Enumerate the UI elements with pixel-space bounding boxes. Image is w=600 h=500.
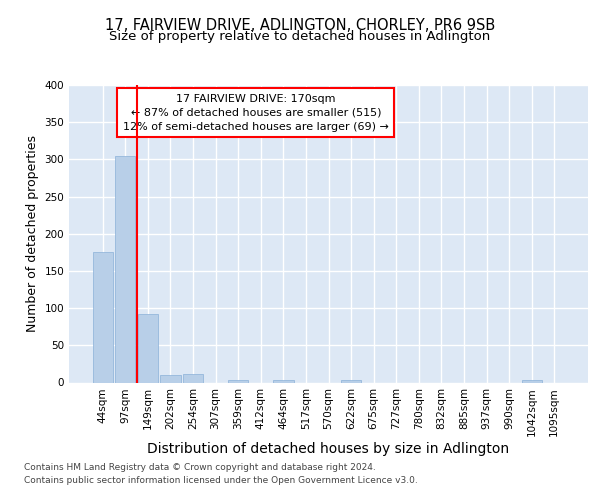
Text: 17 FAIRVIEW DRIVE: 170sqm
← 87% of detached houses are smaller (515)
12% of semi: 17 FAIRVIEW DRIVE: 170sqm ← 87% of detac… [123,94,389,132]
Bar [138,314,158,382]
Text: Contains public sector information licensed under the Open Government Licence v3: Contains public sector information licen… [24,476,418,485]
Bar [115,156,136,382]
Bar [521,380,542,382]
Bar [92,252,113,382]
Bar [273,380,293,382]
Bar [341,380,361,382]
Text: Size of property relative to detached houses in Adlington: Size of property relative to detached ho… [109,30,491,43]
X-axis label: Distribution of detached houses by size in Adlington: Distribution of detached houses by size … [148,442,509,456]
Text: Contains HM Land Registry data © Crown copyright and database right 2024.: Contains HM Land Registry data © Crown c… [24,462,376,471]
Bar [160,375,181,382]
Bar [228,380,248,382]
Text: 17, FAIRVIEW DRIVE, ADLINGTON, CHORLEY, PR6 9SB: 17, FAIRVIEW DRIVE, ADLINGTON, CHORLEY, … [105,18,495,32]
Bar [183,374,203,382]
Y-axis label: Number of detached properties: Number of detached properties [26,135,39,332]
